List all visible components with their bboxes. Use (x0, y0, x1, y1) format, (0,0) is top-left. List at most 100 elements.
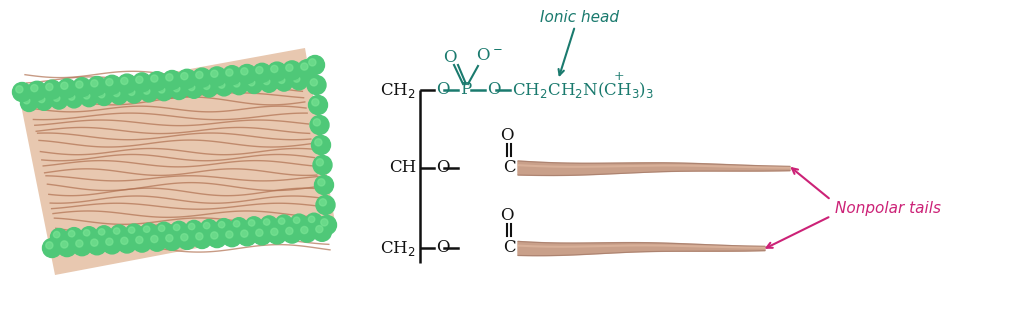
Circle shape (207, 228, 226, 248)
Circle shape (69, 231, 75, 237)
Circle shape (293, 217, 300, 224)
Circle shape (102, 235, 121, 254)
Circle shape (166, 74, 173, 81)
Circle shape (113, 90, 120, 97)
Circle shape (278, 77, 285, 83)
Circle shape (128, 227, 134, 233)
Text: C: C (503, 160, 516, 176)
Circle shape (45, 83, 53, 91)
Circle shape (135, 236, 143, 244)
Circle shape (110, 225, 127, 242)
Circle shape (73, 78, 92, 97)
Circle shape (290, 73, 307, 90)
Circle shape (268, 62, 286, 81)
Circle shape (290, 214, 307, 231)
Circle shape (185, 81, 202, 98)
Circle shape (320, 219, 328, 226)
Circle shape (30, 85, 38, 92)
Circle shape (106, 238, 113, 245)
Circle shape (246, 77, 263, 94)
Circle shape (203, 83, 210, 90)
Circle shape (66, 228, 83, 245)
Polygon shape (518, 161, 790, 175)
Circle shape (264, 219, 270, 225)
Circle shape (156, 84, 173, 101)
Circle shape (317, 215, 337, 234)
Circle shape (313, 156, 332, 175)
Circle shape (66, 91, 83, 108)
Circle shape (238, 64, 257, 83)
Circle shape (45, 242, 53, 249)
Circle shape (81, 90, 97, 107)
Circle shape (307, 76, 326, 95)
Circle shape (88, 236, 106, 255)
Circle shape (35, 93, 53, 110)
Circle shape (83, 93, 90, 99)
Circle shape (42, 238, 62, 258)
Circle shape (120, 237, 128, 245)
Circle shape (135, 76, 143, 83)
Text: O: O (500, 127, 514, 144)
Text: +: + (614, 69, 625, 82)
Circle shape (192, 68, 211, 87)
Circle shape (88, 77, 106, 95)
Circle shape (144, 88, 150, 94)
Polygon shape (20, 48, 335, 275)
Circle shape (225, 231, 233, 238)
Circle shape (151, 75, 158, 82)
Circle shape (207, 67, 226, 86)
Circle shape (253, 63, 272, 82)
Circle shape (261, 216, 277, 233)
Circle shape (188, 84, 195, 91)
Circle shape (128, 89, 134, 95)
Text: O: O (443, 48, 457, 65)
Circle shape (27, 81, 47, 100)
Circle shape (282, 61, 301, 80)
Circle shape (120, 77, 128, 85)
Circle shape (174, 85, 180, 92)
Circle shape (156, 222, 173, 239)
Text: C: C (503, 240, 516, 256)
Circle shape (300, 226, 308, 234)
Circle shape (151, 235, 158, 243)
Circle shape (315, 226, 323, 233)
Circle shape (163, 231, 182, 250)
Circle shape (20, 95, 37, 112)
Circle shape (261, 75, 277, 92)
Circle shape (42, 80, 62, 99)
Circle shape (210, 70, 218, 78)
Circle shape (125, 86, 143, 103)
Circle shape (148, 232, 167, 251)
Text: CH$_2$CH$_2$N(CH$_3$)$_3$: CH$_2$CH$_2$N(CH$_3$)$_3$ (512, 80, 654, 100)
Circle shape (313, 119, 320, 126)
Circle shape (200, 80, 217, 97)
Circle shape (249, 220, 255, 226)
Text: CH: CH (389, 160, 416, 176)
Circle shape (297, 223, 316, 242)
Circle shape (200, 219, 217, 237)
Circle shape (98, 229, 105, 235)
Text: O: O (436, 160, 450, 176)
Circle shape (141, 85, 158, 102)
Circle shape (256, 67, 263, 74)
Circle shape (166, 235, 173, 242)
Text: O: O (500, 207, 514, 224)
Circle shape (305, 213, 323, 230)
Circle shape (305, 55, 325, 74)
Circle shape (54, 95, 60, 101)
Circle shape (253, 226, 272, 245)
Circle shape (141, 223, 158, 240)
Circle shape (286, 227, 293, 235)
Circle shape (171, 82, 187, 100)
Circle shape (241, 68, 248, 75)
Circle shape (234, 81, 240, 87)
Circle shape (76, 240, 83, 247)
Circle shape (91, 239, 98, 246)
Circle shape (238, 227, 257, 246)
Circle shape (76, 81, 83, 88)
Text: O: O (436, 240, 450, 256)
Circle shape (61, 82, 68, 89)
Circle shape (174, 224, 180, 231)
Circle shape (268, 225, 286, 244)
Circle shape (271, 65, 278, 73)
